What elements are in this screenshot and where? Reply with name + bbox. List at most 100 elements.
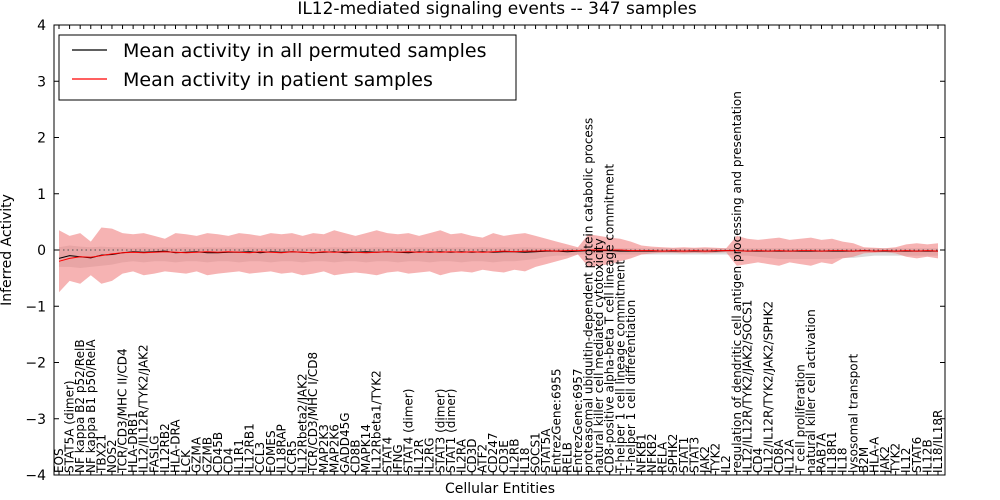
category-label: EOMES	[264, 430, 278, 473]
legend-label-patient: Mean activity in patient samples	[123, 69, 433, 91]
category-label: natural killer cell mediated cytotoxicit…	[592, 238, 606, 473]
category-label: CCR5	[285, 440, 299, 473]
category-label: T-helper 1 cell differentiation	[624, 300, 638, 474]
category-label: T-helper 1 cell lineage commitment	[613, 260, 627, 474]
category-label: CD4	[751, 448, 765, 473]
category-label: IL18RAP	[274, 424, 288, 473]
category-label: IL2	[719, 455, 733, 473]
category-label: proteasomal ubiquitin-dependent protein …	[582, 118, 596, 473]
series-lines-layer	[58, 249, 939, 262]
category-label: HLA-A	[868, 436, 882, 473]
y-tick-label: 0	[37, 243, 46, 259]
category-label: GZMA	[190, 436, 204, 473]
category-label: IL12RB1	[243, 423, 257, 473]
category-label: EntrezGene:6955	[550, 369, 564, 474]
y-tick-label: 2	[37, 131, 46, 147]
category-label: STAT6	[910, 437, 924, 473]
category-label: T cell proliferation	[793, 364, 807, 474]
legend-box	[58, 34, 517, 101]
category-label: IL18	[518, 448, 532, 474]
category-label: IL18R1	[825, 432, 839, 473]
category-label: STAT5A (dimer)	[63, 380, 77, 473]
category-label: GZMB	[200, 437, 214, 473]
category-label: STAT4 (dimer)	[402, 389, 416, 473]
category-label: IL18	[836, 448, 850, 474]
category-label: SPHK2	[666, 434, 680, 473]
category-label: IFNG	[391, 444, 405, 473]
category-label: TYK2	[889, 443, 903, 474]
category-label: IL18/IL18R	[931, 410, 945, 473]
category-label: IL12Rbeta2/JAK2	[296, 373, 310, 473]
category-label: natural killer cell activation	[804, 309, 818, 473]
category-label: IL12Rbeta1/TYK2	[370, 370, 384, 473]
y-axis-label: Inferred Activity	[0, 194, 15, 306]
category-label: GADD45G	[338, 412, 352, 473]
category-label: CD8A	[772, 439, 786, 473]
category-label: MAPK14	[359, 424, 373, 473]
y-tick-label: −2	[25, 356, 46, 372]
category-label: RAB7A	[815, 432, 829, 473]
chart-title: IL12-mediated signaling events -- 347 sa…	[297, 0, 697, 19]
patient-band	[59, 227, 938, 293]
category-label: CD4	[221, 448, 235, 473]
y-ticks-layer: 4 3 2 1 0 −1 −2 −3 −4	[25, 18, 945, 484]
category-label: EOS	[52, 448, 66, 473]
category-label: CD3D	[465, 439, 479, 474]
category-label: IL2RB	[507, 439, 521, 473]
category-label: regulation of dendritic cell antigen pro…	[730, 91, 744, 473]
category-label: RELA	[656, 441, 670, 473]
category-label: NOS2	[105, 439, 119, 473]
category-label: TBX21	[94, 434, 108, 474]
category-label: STAT3	[687, 437, 701, 473]
category-label: NF kappa B1 p50/RelA	[84, 339, 98, 473]
category-label: CD3E	[497, 440, 511, 473]
category-label: TCR/CD3/MHC II/CD4	[116, 348, 130, 474]
category-label: NFKB2	[645, 433, 659, 473]
y-tick-label: 1	[37, 187, 46, 203]
category-label: SOCS1	[529, 432, 543, 473]
category-label: B2M	[857, 447, 871, 473]
category-label: IL12B	[920, 439, 934, 473]
category-label: STAT4	[380, 437, 394, 473]
category-label: STAT1	[677, 437, 691, 473]
category-label: JAK2	[698, 446, 712, 474]
category-label: IL12/IL12R/TYK2/JAK2/SPHK2	[762, 301, 776, 473]
category-label: CD247	[486, 432, 500, 473]
category-label: MAP2K6	[327, 424, 341, 473]
category-label: IL1R1	[232, 439, 246, 473]
category-label: IL12R	[412, 439, 426, 473]
y-tick-label: −1	[25, 299, 46, 315]
y-tick-label: 4	[37, 18, 46, 34]
category-label: IL12/IL12R/TYK2/JAK2/SOCS1	[740, 300, 754, 473]
category-label: STAT1 (dimer)	[444, 389, 458, 473]
category-label: MAP2K3	[317, 424, 331, 473]
category-label: HLA-DRB1	[126, 411, 140, 473]
category-label: CD45B	[211, 432, 225, 473]
category-label: HLA-DRA	[169, 419, 183, 473]
legend-label-permuted: Mean activity in all permuted samples	[123, 40, 486, 62]
category-label: NF kappa B2 p52/RelB	[73, 339, 87, 473]
category-label: EntrezGene:6957	[571, 369, 585, 474]
category-label: IL12/IL12R/TYK2/JAK2	[137, 344, 151, 473]
category-label: FASLG	[147, 435, 161, 473]
category-label: ATF2	[476, 444, 490, 473]
category-label: NFKB1	[635, 433, 649, 473]
category-label: IL12RB2	[158, 423, 172, 473]
category-label: RELB	[560, 442, 574, 473]
category-label: CCL3	[253, 442, 267, 473]
category-label: JAK2	[878, 446, 892, 474]
category-label: IL2RA	[454, 438, 468, 473]
category-label: TCR/CD3/MHC I/CD8	[306, 352, 320, 474]
category-label: STAT5A	[539, 428, 553, 473]
y-tick-label: 3	[37, 74, 46, 90]
category-label: TYK2	[709, 443, 723, 474]
legend: Mean activity in all permuted samples Me…	[58, 34, 517, 101]
category-label: STAT3 (dimer)	[433, 389, 447, 473]
x-ticks-layer	[58, 25, 939, 475]
category-label: IL12	[899, 448, 913, 474]
category-label: lysosomal transport	[846, 353, 860, 473]
x-axis-label: Cellular Entities	[445, 481, 555, 497]
